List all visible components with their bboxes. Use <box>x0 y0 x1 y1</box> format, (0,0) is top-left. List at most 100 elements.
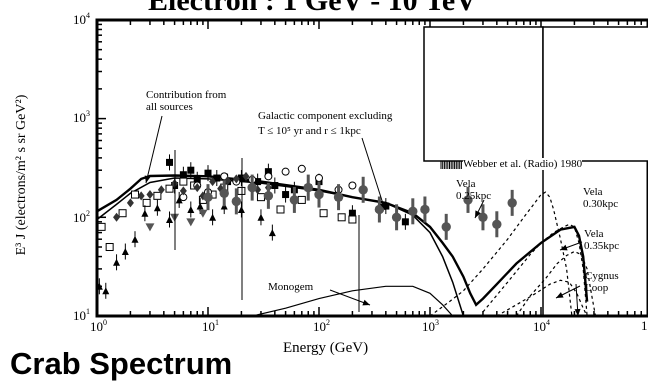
data-point-filled-circle <box>391 212 402 222</box>
arrow-galactic-head <box>380 202 386 210</box>
data-point-open-square <box>319 209 328 218</box>
data-point-filled-triangle <box>121 248 129 256</box>
x-tick-label-4: 103 <box>422 318 439 334</box>
data-point-filled-square <box>179 171 187 179</box>
data-point-filled-triangle <box>187 205 195 213</box>
chart-title: Electron : 1 GeV - 10 TeV <box>148 0 477 17</box>
annotation-galactic-1: Galactic component excluding <box>258 110 393 122</box>
annotation-monogem: Monogem <box>268 281 314 293</box>
data-point-filled-diamond <box>113 212 121 222</box>
arrow-vela-035-head <box>560 244 568 251</box>
curve-total <box>96 174 589 307</box>
curve-vela35 <box>515 250 597 317</box>
data-point-inverted-triangle <box>198 209 208 218</box>
data-point-open-square <box>131 190 140 199</box>
data-point-open-square <box>97 222 106 231</box>
data-point-filled-square <box>204 169 212 177</box>
data-point-open-square <box>237 186 246 195</box>
x-tick-label-3: 102 <box>313 318 330 334</box>
data-point-filled-triangle <box>237 205 245 213</box>
data-point-filled-square <box>264 168 272 176</box>
annotation-webber: Webber et al. (Radio) 1980 <box>463 158 583 170</box>
data-point-open-circle <box>220 172 229 181</box>
data-point-filled-square <box>254 178 262 186</box>
data-point-filled-circle <box>507 198 517 208</box>
data-point-filled-triangle <box>153 204 161 212</box>
data-point-open-square <box>105 243 114 252</box>
data-point-filled-triangle <box>209 213 217 221</box>
curve-cygnus <box>496 279 588 317</box>
data-point-filled-square <box>166 158 174 166</box>
data-point-filled-circle <box>374 204 385 215</box>
annotation-vela-030: Vela 0.30kpc <box>583 186 619 210</box>
arrow-galactic <box>361 137 386 211</box>
data-point-open-square <box>297 195 306 204</box>
data-point-filled-circle <box>247 182 257 193</box>
data-point-filled-square <box>237 174 245 182</box>
data-point-open-square <box>179 177 188 186</box>
data-point-filled-circle <box>203 192 213 202</box>
inset-box-left <box>423 26 544 162</box>
curve-vela30 <box>482 223 588 317</box>
curve-monogem <box>252 285 454 317</box>
data-point-inverted-triangle <box>145 223 155 232</box>
data-point-filled-diamond <box>179 186 187 196</box>
data-point-filled-circle <box>492 219 502 229</box>
data-point-filled-circle <box>408 206 418 217</box>
annotation-arrows <box>144 115 583 317</box>
data-point-open-square <box>337 213 346 222</box>
data-point-open-circle <box>281 167 290 176</box>
data-point-filled-triangle <box>95 282 103 290</box>
y-tick-label-1: 101 <box>73 307 90 323</box>
data-point-filled-triangle <box>141 209 149 217</box>
data-point-filled-circle <box>289 195 300 205</box>
webber-hatch-marker <box>440 161 462 169</box>
data-point-filled-circle <box>463 195 473 205</box>
arrow-monogem-head <box>362 299 370 306</box>
y-axis-label: E³ J (electrons/m² s sr GeV²) <box>14 94 29 256</box>
x-tick-label-2: 101 <box>202 318 219 334</box>
data-point-filled-circle <box>263 191 274 201</box>
data-point-filled-circle <box>231 196 242 207</box>
data-point-open-square <box>118 209 127 218</box>
data-point-open-circle <box>315 174 323 183</box>
data-point-filled-triangle <box>257 213 265 221</box>
data-point-filled-triangle <box>175 196 183 204</box>
model-curves <box>96 174 597 317</box>
data-point-filled-circle <box>478 212 488 222</box>
data-point-filled-square <box>282 191 290 199</box>
data-point-filled-square <box>193 176 201 184</box>
annotation-vela-025: Vela 0.25kpc <box>456 178 492 202</box>
data-point-filled-diamond <box>224 176 232 186</box>
data-point-open-square <box>165 184 174 193</box>
data-point-filled-diamond <box>146 190 154 200</box>
data-point-filled-square <box>187 166 195 174</box>
data-point-filled-diamond <box>193 183 201 193</box>
arrow-total-head <box>144 175 151 183</box>
data-point-filled-square <box>348 209 356 217</box>
data-point-filled-square <box>271 181 279 189</box>
data-point-filled-triangle <box>196 202 204 210</box>
arrow-monogem <box>329 289 371 306</box>
data-point-filled-circle <box>219 188 229 199</box>
data-point-open-square <box>153 191 162 200</box>
data-point-open-circle <box>348 181 357 190</box>
data-point-open-circle <box>264 172 273 181</box>
arrow-cygnus-down-head <box>574 308 581 316</box>
data-point-open-circle <box>297 164 306 173</box>
data-point-filled-diamond <box>157 185 165 195</box>
annotation-galactic-2: T ≤ 10⁵ yr and r ≤ 1kpc <box>258 125 361 137</box>
inset-box-right <box>542 26 648 162</box>
data-point-filled-circle <box>314 189 324 200</box>
annotation-cygnus: Cygnus Loop <box>585 270 619 294</box>
data-point-filled-diamond <box>126 198 134 208</box>
data-point-filled-circle <box>441 222 451 232</box>
y-tick-label-3: 103 <box>73 109 90 125</box>
data-point-filled-diamond <box>242 171 250 181</box>
data-point-filled-diamond <box>232 174 240 184</box>
data-points <box>95 150 517 312</box>
y-tick-label-2: 102 <box>73 209 90 225</box>
annotation-total: Contribution from all sources <box>146 89 227 113</box>
data-point-filled-triangle <box>131 235 139 243</box>
